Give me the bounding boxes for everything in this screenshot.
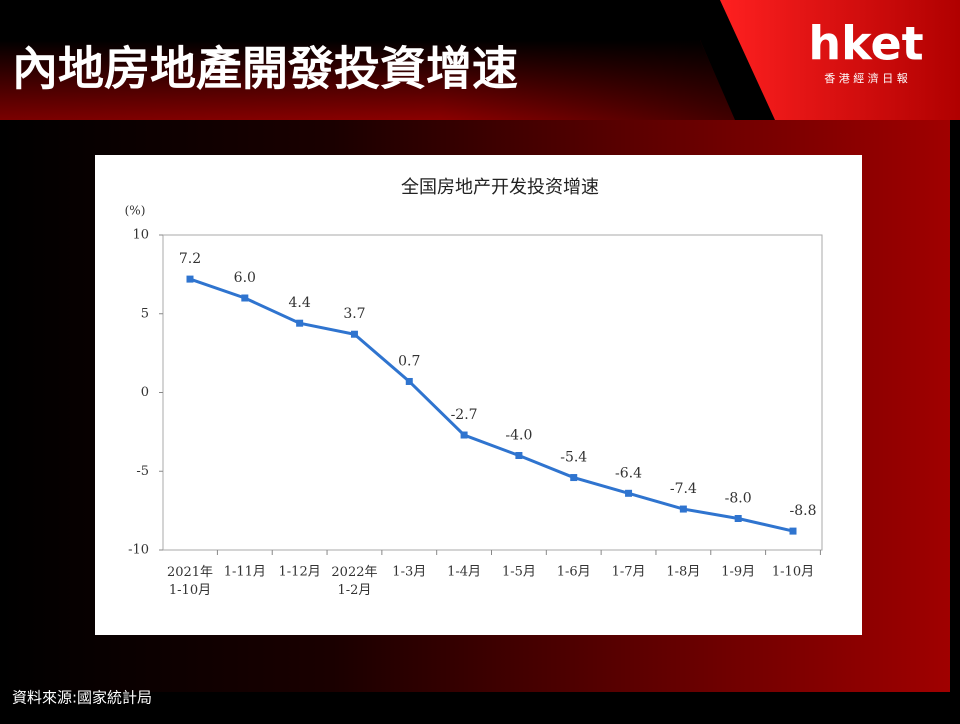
point — [515, 452, 523, 459]
x-tick-label: 1-3月 — [392, 565, 426, 580]
value-label: -4.0 — [505, 428, 532, 444]
x-tick-label: 1-5月 — [502, 565, 536, 580]
x-tick-label: 1-6月 — [557, 565, 591, 580]
y-tick-label: 10 — [132, 228, 149, 243]
y-tick-label: 5 — [141, 306, 149, 321]
value-label: 6.0 — [234, 270, 256, 286]
point — [625, 489, 633, 497]
point — [734, 515, 742, 522]
value-label: 0.7 — [398, 353, 420, 369]
chart-panel — [95, 155, 862, 635]
value-label: -8.0 — [725, 491, 752, 507]
x-tick-label: 2022年 1-2月 — [331, 565, 377, 598]
x-tick-label: 1-8月 — [666, 565, 700, 580]
value-label: -8.8 — [790, 503, 817, 519]
x-tick-label: 1-10月 — [772, 565, 814, 580]
x-tick-label: 1-7月 — [612, 565, 646, 580]
value-label: -7.4 — [670, 481, 697, 497]
source: 資料來源:國家統計局 — [12, 689, 152, 707]
header-shade — [0, 40, 735, 120]
x-tick-label: 1-9月 — [721, 565, 755, 580]
y-unit: (%) — [125, 204, 146, 218]
point — [460, 431, 468, 439]
y-tick-label: 0 — [141, 385, 149, 400]
logo-band — [720, 0, 960, 120]
value-label: 4.4 — [289, 295, 311, 311]
logo: hket — [808, 17, 923, 71]
point — [789, 527, 797, 535]
value-label: -6.4 — [615, 465, 642, 481]
point — [405, 377, 413, 385]
plot: -10 -5 0 5 10 2021年 1-10月 1-11月 1-12月 2022年 1-2月 1-… — [128, 228, 821, 598]
value-label: 3.7 — [343, 306, 365, 322]
point — [186, 275, 194, 283]
y-tick-label: -10 — [128, 543, 149, 558]
chart-title: 全国房地产开发投资增速 — [401, 177, 599, 198]
x-tick-label: 1-11月 — [224, 565, 266, 580]
point — [679, 505, 687, 513]
value-label: 7.2 — [179, 251, 201, 267]
logo-subtitle: 香 港 經 濟 日 報 — [824, 71, 907, 85]
value-label: -2.7 — [451, 407, 478, 423]
point — [350, 330, 358, 338]
x-tick-label: 1-12月 — [279, 565, 321, 580]
x-tick-label: 1-4月 — [447, 565, 481, 580]
x-tick-label: 2021年 1-10月 — [167, 565, 213, 598]
value-label: -5.4 — [560, 450, 587, 466]
line — [189, 277, 794, 533]
point — [296, 319, 304, 327]
y-tick-label: -5 — [136, 464, 149, 479]
point — [570, 474, 578, 482]
point — [241, 294, 249, 302]
header-title: 內地房地產開發投資增速 — [12, 42, 518, 96]
